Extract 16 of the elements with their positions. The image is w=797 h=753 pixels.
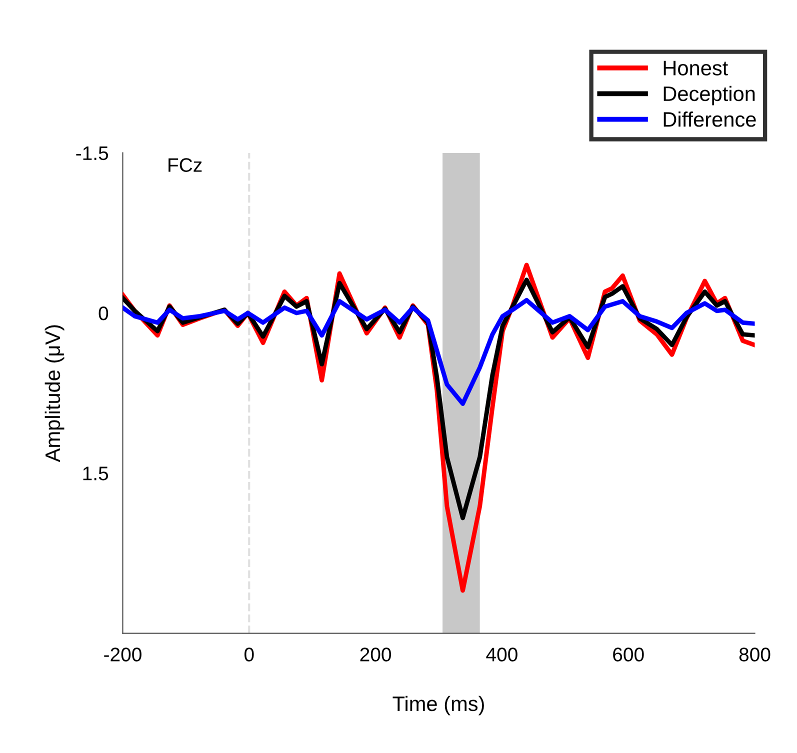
x-tick-label: 600 [613,648,644,662]
legend-label: Deception [664,86,755,106]
x-tick-label: 800 [739,648,770,662]
annotation: FCz [168,158,202,172]
line-series [122,298,755,406]
x-tick-label: -200 [104,648,142,662]
x-tick-label: 0 [244,648,254,662]
x-tick-label: 200 [360,648,392,662]
y-axis-title: Amplitude (μV) [44,325,64,462]
x-axis-title: Time (ms) [392,696,484,716]
y-tick-label: 1.5 [83,466,108,480]
legend-label: Difference [664,112,756,127]
legend-label: Honest [664,60,728,76]
x-tick-label: 400 [486,648,518,662]
y-tick-label: 0 [98,306,108,320]
y-tick-label: -1.5 [76,146,108,160]
